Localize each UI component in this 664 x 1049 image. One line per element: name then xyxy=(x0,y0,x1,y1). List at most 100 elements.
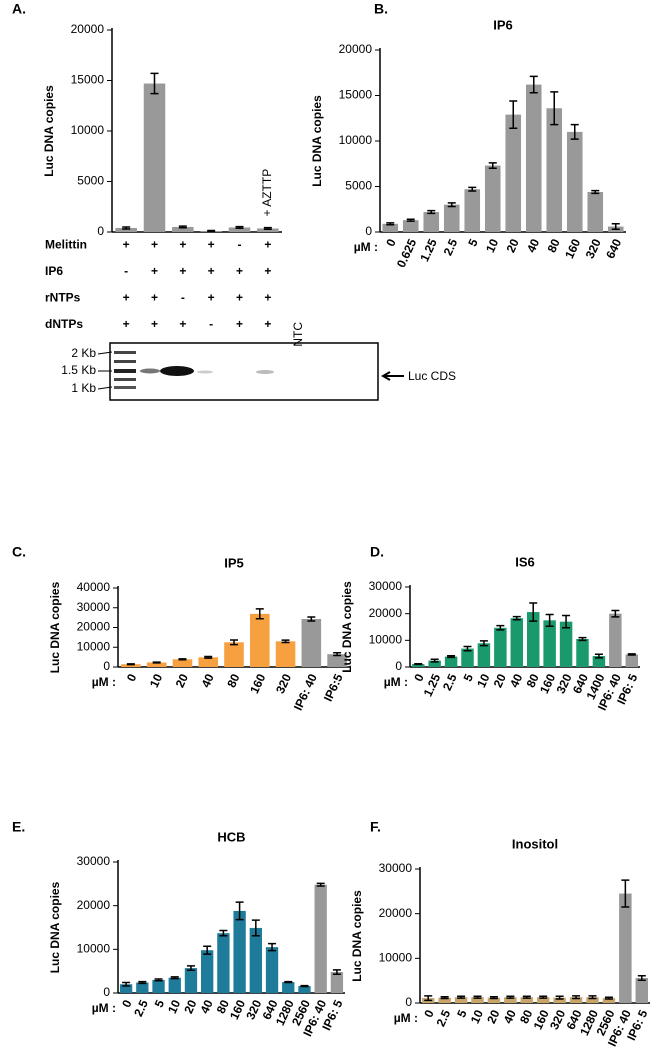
bar xyxy=(275,641,296,667)
error-bar-line xyxy=(506,995,515,999)
x-tick-label: 0 xyxy=(421,1007,437,1019)
error-bar xyxy=(263,226,272,231)
condition-label: rNTPs xyxy=(45,291,81,305)
x-tick-label: 5 xyxy=(454,1007,470,1019)
bar xyxy=(115,227,137,232)
x-tick-label: 2.5 xyxy=(433,1007,453,1028)
y-tick-label: 30000 xyxy=(369,579,403,593)
error-bar xyxy=(637,975,646,981)
bar xyxy=(454,997,468,1003)
x-tick-label: 0 xyxy=(411,671,427,683)
x-tick-label: 80 xyxy=(214,997,232,1015)
error-bar-line xyxy=(570,123,579,140)
error-bar xyxy=(447,655,456,659)
bar xyxy=(438,997,451,1003)
bar xyxy=(494,627,507,667)
ladder-band xyxy=(114,360,136,363)
error-bar-line xyxy=(152,661,161,664)
y-tick-label: 5000 xyxy=(345,179,372,193)
x-tick-label: 40 xyxy=(507,671,525,689)
y-tick-label: 15000 xyxy=(71,73,105,87)
error-bar xyxy=(316,882,325,887)
bar xyxy=(504,997,517,1003)
x-tick-label: 2.5 xyxy=(440,671,460,692)
error-bar xyxy=(463,645,472,652)
bar xyxy=(444,656,458,667)
panel-label: F. xyxy=(370,819,381,835)
panel-label: D. xyxy=(370,544,384,560)
gel-band xyxy=(256,370,274,374)
bar xyxy=(543,620,556,667)
error-bar xyxy=(430,658,439,663)
bar xyxy=(477,643,491,667)
error-bar xyxy=(489,995,498,1000)
condition-value: + xyxy=(151,238,158,252)
condition-value: + xyxy=(264,264,271,278)
error-bar xyxy=(386,222,395,226)
ntc-label: NTC xyxy=(291,322,305,347)
bar xyxy=(461,648,474,667)
gel-pointer xyxy=(97,351,113,355)
gel-label: 1.5 Kb xyxy=(61,363,96,377)
x-tick-label: 40 xyxy=(197,997,215,1015)
error-bar-line xyxy=(545,613,554,627)
error-bar xyxy=(414,663,423,666)
error-bar xyxy=(604,996,613,1000)
bar xyxy=(487,997,501,1003)
error-bar-line xyxy=(154,978,163,982)
bar xyxy=(172,226,194,232)
error-bar-line xyxy=(611,223,620,231)
bar xyxy=(428,660,441,667)
error-bar-line xyxy=(637,975,646,981)
condition-value: + xyxy=(264,291,271,305)
bar xyxy=(168,977,181,993)
error-bar xyxy=(235,225,244,230)
x-tick-label: 640 xyxy=(603,236,624,260)
x-tick-label: 40 xyxy=(198,671,216,689)
error-bar-line xyxy=(138,980,147,985)
error-bar xyxy=(529,602,538,622)
error-bar-line xyxy=(440,995,449,1000)
y-tick-label: 10000 xyxy=(339,133,373,147)
x-tick-label: 160 xyxy=(562,236,583,260)
error-bar-line xyxy=(406,218,415,222)
error-bar xyxy=(591,189,600,195)
bar xyxy=(464,189,481,232)
error-bar xyxy=(178,658,187,661)
error-bar-line xyxy=(122,981,131,987)
error-bar xyxy=(424,995,433,1002)
error-bar xyxy=(588,995,597,1000)
error-bar xyxy=(512,615,521,621)
bar xyxy=(471,997,484,1003)
error-bar xyxy=(488,162,497,170)
error-bar-line xyxy=(473,995,482,999)
error-bar-line xyxy=(488,162,497,170)
bar xyxy=(525,84,542,232)
error-bar xyxy=(170,976,179,980)
error-bar-line xyxy=(588,995,597,1000)
error-bar xyxy=(562,614,571,629)
bar xyxy=(602,998,616,1003)
x-tick-label: 10 xyxy=(474,671,492,689)
bar xyxy=(559,621,573,667)
error-bar xyxy=(473,995,482,999)
x-tick-label: 80 xyxy=(517,1007,535,1025)
bar xyxy=(146,662,167,667)
y-axis-label: Luc DNA copies xyxy=(350,890,364,982)
error-bar-line xyxy=(332,969,341,975)
ladder-band xyxy=(114,369,136,373)
bar xyxy=(566,131,583,232)
y-tick-label: 30000 xyxy=(77,854,111,868)
error-bar xyxy=(496,624,505,631)
bar xyxy=(198,657,219,667)
bar xyxy=(314,884,327,993)
bar xyxy=(510,618,524,667)
x-tick-label: 0.625 xyxy=(394,236,420,269)
x-tick-label: 20 xyxy=(173,671,191,689)
panel-label: C. xyxy=(12,544,26,560)
error-bar xyxy=(627,653,636,656)
error-bar-line xyxy=(604,996,613,1000)
error-bar-line xyxy=(268,942,277,952)
error-bar-line xyxy=(594,653,603,659)
error-bar xyxy=(529,75,538,94)
